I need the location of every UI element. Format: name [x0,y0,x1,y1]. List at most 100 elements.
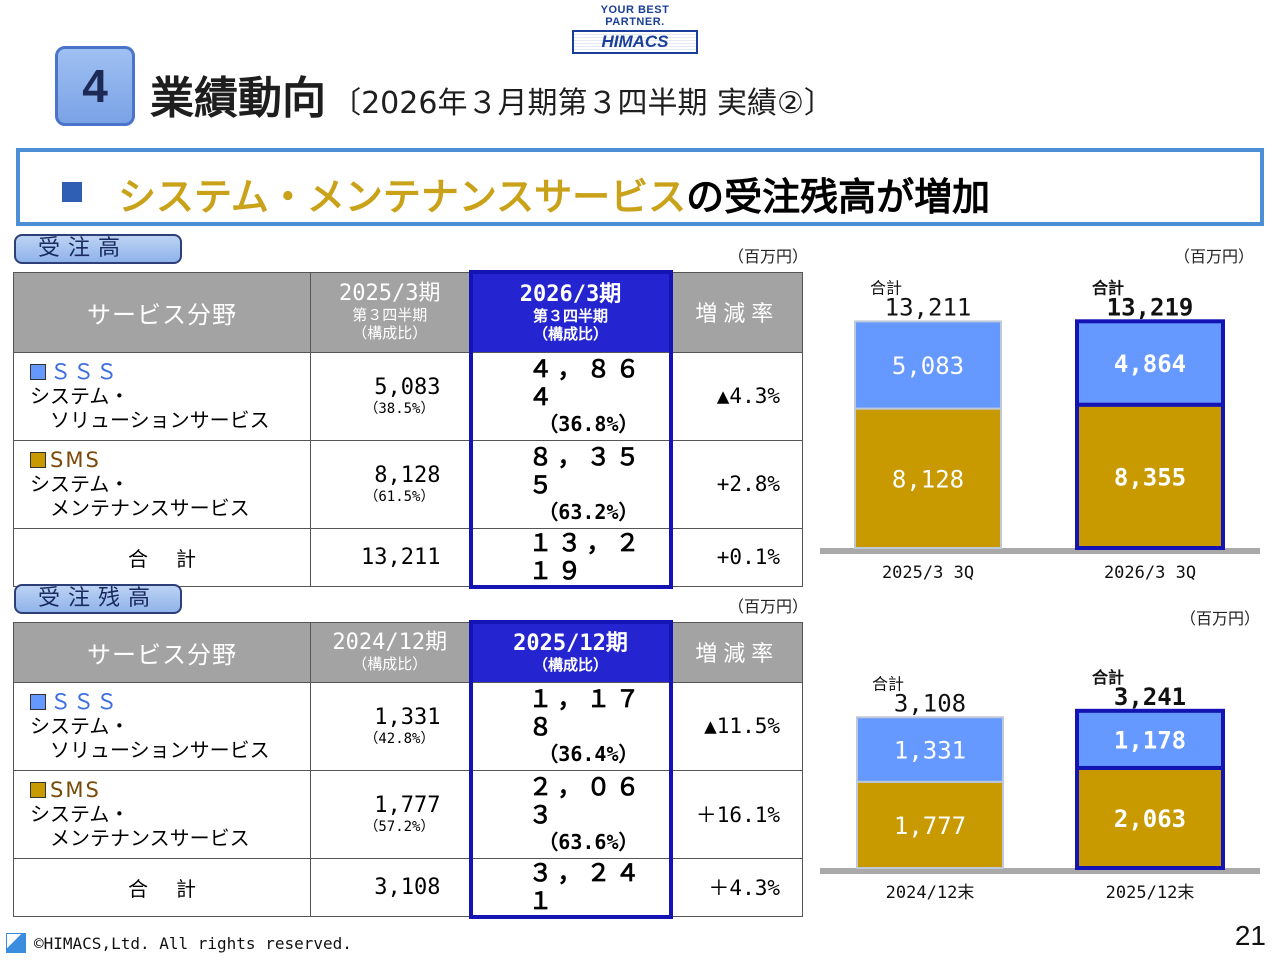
curr-value-cell: ８，３５５ （63.2%） [468,439,673,529]
header-prev-period: 2024/12期 （構成比） [310,621,471,683]
service-name-line2: ソリューションサービス [50,408,270,432]
header-curr-ratio: （構成比） [532,324,608,343]
header-curr-ratio: （構成比） [532,655,608,674]
curr-ratio: （63.2%） [538,500,639,524]
prev-value-cell: 5,083 （38.5%） [310,351,471,441]
prev-value-cell: 8,128 （61.5%） [310,439,471,529]
header-prev-ratio: （構成比） [352,655,428,673]
backlog-unit: （百万円） [728,597,809,616]
total-curr-cell: １３，２１９ [468,527,673,589]
table-header-row: サービス分野 2025/3期 第３四半期 （構成比） 2026/3期 第３四半期… [13,270,803,353]
sms-legend-square-icon [30,452,46,468]
bar-label-sss: 5,083 [892,352,964,380]
service-name-line1: システム・ [30,802,130,826]
header-curr-sub: 第３四半期 [532,306,608,325]
curr-value: １，１７８ [528,685,645,741]
table-row: ＳＳＳ システム・ ソリューションサービス 1,331 （42.8%） １，１７… [13,681,803,771]
orders-unit: （百万円） [728,247,809,266]
service-name-line1: システム・ [30,714,130,738]
total-caption: 合計 [1092,278,1124,297]
service-code: ＳＳＳ [50,690,119,714]
total-rate: +0.1% [670,527,803,587]
total-label: 合計 [13,527,311,587]
total-value: 13,219 [1107,293,1194,321]
prev-ratio: （38.5%） [364,401,435,417]
sms-legend-square-icon [30,782,46,798]
table-total-row: 合計 3,108 ３，２４１ ＋4.3% [13,857,803,919]
page-title-main: 業績動向 [150,73,326,124]
prev-value-cell: 1,331 （42.8%） [310,681,471,771]
bar-segment-sss [856,716,1004,783]
x-axis-tick-label: 2026/3 3Q [1104,563,1196,583]
curr-value: ２，０６３ [528,773,645,829]
service-name-line2: メンテナンスサービス [50,496,250,520]
total-caption: 合計 [872,674,904,693]
curr-value-cell: ４，８６４ （36.8%） [468,351,673,441]
footer: ©HIMACS,Ltd. All rights reserved. [6,930,352,956]
backlog-table: サービス分野 2024/12期 （構成比） 2025/12期 （構成比） 増減率… [13,620,803,919]
headline-text: システム・メンテナンスサービスの受注残高が増加 [118,166,990,221]
page-title-subtitle: 〔2026年３月期第３四半期 実績②〕 [331,86,834,121]
curr-ratio: （63.6%） [538,830,639,854]
sss-legend-square-icon [30,694,46,710]
header-curr-period: 2026/3期 第３四半期 （構成比） [468,270,673,353]
bar-segment-sms [856,780,1004,870]
header-rate: 増減率 [670,621,803,683]
service-cell: SMS システム・ メンテナンスサービス [13,439,311,529]
header-service-field: サービス分野 [13,271,311,353]
prev-ratio: （61.5%） [364,489,435,505]
service-name-line1: システム・ [30,472,130,496]
header-curr-period: 2025/12期 （構成比） [468,620,673,683]
backlog-stacked-bar-chart: 1,7771,331合計3,1082024/12末2,0631,178合計3,2… [820,668,1260,903]
bar-label-sms: 8,355 [1114,463,1186,491]
total-curr: １３，２１９ [528,528,645,585]
service-cell: ＳＳＳ システム・ ソリューションサービス [13,681,311,771]
bar-label-sms: 2,063 [1114,805,1186,833]
orders-section-label: 受注高 [14,234,182,264]
page-number: 21 [1234,920,1266,951]
header-prev-ratio: （構成比） [352,324,428,342]
rate-cell: +2.8% [670,439,803,529]
rate-cell: ▲11.5% [670,681,803,771]
service-cell: SMS システム・ メンテナンスサービス [13,769,311,859]
table-row: ＳＳＳ システム・ ソリューションサービス 5,083 （38.5%） ４，８６… [13,351,803,441]
sss-legend-square-icon [30,364,46,380]
table-total-row: 合計 13,211 １３，２１９ +0.1% [13,527,803,589]
chart-baseline [820,868,1260,874]
bar-label-sms: 8,128 [892,465,964,493]
total-value: 13,211 [885,293,972,321]
company-mark-icon [6,933,26,953]
bar-segment-sss [854,320,1002,410]
service-code: SMS [50,448,101,472]
prev-value-cell: 1,777 （57.2%） [310,769,471,859]
chart1-unit: （百万円） [1174,247,1255,266]
prev-value: 5,083 [374,375,441,400]
bar-segment-sss [1075,708,1225,770]
x-axis-tick-label: 2025/12末 [1106,883,1195,903]
chart-baseline [820,548,1260,554]
square-bullet-icon [62,182,82,202]
header-rate: 増減率 [670,271,803,353]
table-row: SMS システム・ メンテナンスサービス 1,777 （57.2%） ２，０６３… [13,769,803,859]
logo-tagline: YOUR BEST PARTNER. [600,4,670,28]
header-prev-period-label: 2024/12期 [332,630,448,655]
x-axis-tick-label: 2025/3 3Q [882,563,974,583]
bar-segment-sms [854,407,1002,549]
curr-value-cell: １，１７８ （36.4%） [468,681,673,771]
orders-table: サービス分野 2025/3期 第３四半期 （構成比） 2026/3期 第３四半期… [13,270,803,589]
total-curr: ３，２４１ [528,858,645,915]
total-caption: 合計 [870,278,902,297]
table-row: SMS システム・ メンテナンスサービス 8,128 （61.5%） ８，３５５… [13,439,803,529]
table-header-row: サービス分野 2024/12期 （構成比） 2025/12期 （構成比） 増減率 [13,620,803,683]
service-code: ＳＳＳ [50,360,119,384]
total-curr-cell: ３，２４１ [468,857,673,919]
logo-wordmark: HIMACS [572,30,698,54]
service-name-line2: ソリューションサービス [50,738,270,762]
backlog-section-label: 受注残高 [14,584,182,614]
headline-box: システム・メンテナンスサービスの受注残高が増加 [16,148,1264,226]
service-code: SMS [50,778,101,802]
prev-value: 8,128 [374,463,441,488]
total-value: 3,241 [1114,683,1186,711]
curr-ratio: （36.8%） [538,412,639,436]
